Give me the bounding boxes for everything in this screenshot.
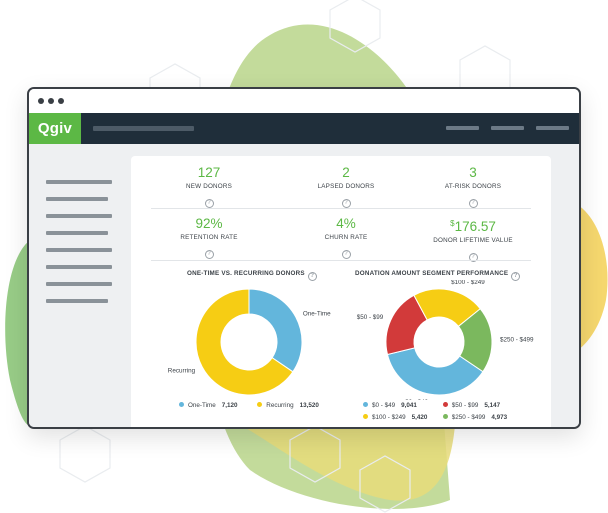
nav-link-1[interactable] xyxy=(446,126,479,130)
legend-value: 5,147 xyxy=(484,402,501,409)
help-icon[interactable]: ? xyxy=(204,199,214,208)
legend-swatch xyxy=(442,402,448,407)
metric-lapsed-donors: 2 LAPSED DONORS ? xyxy=(276,165,416,209)
legend-label: $100 - $249 xyxy=(372,414,406,421)
legend-item-0-49[interactable]: $0 - $49 9,041 xyxy=(363,400,437,412)
legend-value: 4,973 xyxy=(491,414,508,421)
donut-chart-donation-segments: $0 - $49 $50 - $99 $100 - $249 $250 - $499 xyxy=(357,280,534,400)
slice-label: $0 - $49 xyxy=(405,399,429,400)
chart-title-donation-segments: DONATION AMOUNT SEGMENT PERFORMANCE? xyxy=(355,270,521,281)
window-dot-icon[interactable] xyxy=(48,98,54,104)
help-icon[interactable]: ? xyxy=(341,250,351,259)
yellow-right-blob-shape xyxy=(578,205,608,350)
slice-label: $250 - $499 xyxy=(500,336,534,343)
slice-label: $50 - $99 xyxy=(357,314,384,321)
legend-item-250-499[interactable]: $250 - $499 4,973 xyxy=(442,412,508,424)
help-icon[interactable]: ? xyxy=(468,199,478,208)
top-navbar: Qgiv xyxy=(29,113,579,144)
sidebar-item[interactable] xyxy=(46,282,112,286)
help-icon[interactable]: ? xyxy=(511,272,521,281)
chart-title-one-time-vs-recurring: ONE-TIME VS. RECURRING DONORS? xyxy=(187,270,317,281)
metric-label: DONOR LIFETIME VALUE xyxy=(433,237,513,244)
metric-retention-rate: 92% RETENTION RATE ? xyxy=(139,216,279,260)
sidebar-item[interactable] xyxy=(46,197,108,201)
metric-new-donors: 127 NEW DONORS ? xyxy=(139,165,279,209)
main-content: 127 NEW DONORS ? 2 LAPSED DONORS ? 3 AT-… xyxy=(29,144,579,427)
legend-swatch xyxy=(363,414,368,419)
metric-label: RETENTION RATE xyxy=(180,234,238,241)
sidebar-item[interactable] xyxy=(46,180,112,184)
legend-label: $250 - $499 xyxy=(451,414,486,421)
legend-label: Recurring xyxy=(266,402,294,409)
legend-item-recurring[interactable]: Recurring 13,520 xyxy=(257,402,319,409)
legend-value: 9,041 xyxy=(401,402,417,409)
metrics-divider xyxy=(151,208,531,209)
help-icon[interactable]: ? xyxy=(468,253,478,262)
nav-link-2[interactable] xyxy=(491,126,524,130)
legend-value: 13,520 xyxy=(299,402,319,409)
metric-label: LAPSED DONORS xyxy=(317,183,375,190)
slice-label: One-Time xyxy=(303,310,331,317)
nav-search-placeholder[interactable] xyxy=(93,126,194,131)
legend-label: One-Time xyxy=(188,402,216,409)
legend-swatch xyxy=(363,402,368,407)
slice-label: Recurring xyxy=(168,368,196,375)
dashboard-panel: 127 NEW DONORS ? 2 LAPSED DONORS ? 3 AT-… xyxy=(131,156,551,427)
metric-label: AT-RISK DONORS xyxy=(444,183,502,190)
donut-slice-recurring[interactable] xyxy=(195,288,294,396)
metric-value: 3 xyxy=(469,165,477,180)
donut-slice-0-49[interactable] xyxy=(386,347,484,396)
metric-value: 2 xyxy=(342,165,350,180)
slice-label: $100 - $249 xyxy=(451,280,485,286)
legend-value: 5,420 xyxy=(411,414,428,421)
legend-swatch xyxy=(179,402,184,407)
currency-symbol: $ xyxy=(450,219,455,228)
browser-window: Qgiv 127 NEW DONORS ? 2 LAPSED DONORS ? xyxy=(27,87,581,429)
yellow-bottom-blob-shape xyxy=(240,425,455,501)
metric-value: $176.57 xyxy=(403,216,543,235)
help-icon[interactable]: ? xyxy=(204,250,214,259)
help-icon[interactable]: ? xyxy=(341,199,351,208)
metric-value: 92% xyxy=(195,216,223,231)
help-icon[interactable]: ? xyxy=(307,272,317,281)
sidebar-item[interactable] xyxy=(46,231,108,235)
window-dot-icon[interactable] xyxy=(58,98,64,104)
chart-title-text: DONATION AMOUNT SEGMENT PERFORMANCE xyxy=(355,270,509,277)
metric-value: 127 xyxy=(197,165,221,180)
legend-label: $0 - $49 xyxy=(372,402,396,409)
qgiv-logo[interactable]: Qgiv xyxy=(29,113,81,144)
legend-donation-segments: $0 - $49 9,041 $50 - $99 5,147 $100 - $249… xyxy=(363,400,507,424)
metric-value: 4% xyxy=(336,216,356,231)
legend-item-one-time[interactable]: One-Time 7,120 xyxy=(179,402,238,409)
window-titlebar xyxy=(29,89,579,113)
nav-link-3[interactable] xyxy=(536,126,569,130)
charts-divider xyxy=(151,260,531,261)
donut-slice-250-499[interactable] xyxy=(457,308,493,373)
legend-value: 7,120 xyxy=(221,402,238,409)
sidebar-item[interactable] xyxy=(46,265,112,269)
donut-slice-one-time[interactable] xyxy=(248,288,303,373)
metric-at-risk-donors: 3 AT-RISK DONORS ? xyxy=(403,165,543,209)
metric-label: NEW DONORS xyxy=(185,183,233,190)
sidebar-item[interactable] xyxy=(46,248,112,252)
legend-item-50-99[interactable]: $50 - $99 5,147 xyxy=(442,400,501,412)
metric-donor-lifetime-value: $176.57 DONOR LIFETIME VALUE ? xyxy=(403,216,543,263)
legend-swatch xyxy=(442,414,448,419)
metric-churn-rate: 4% CHURN RATE ? xyxy=(276,216,416,260)
legend-swatch xyxy=(257,402,263,407)
legend-label: $50 - $99 xyxy=(451,402,479,409)
chart-title-text: ONE-TIME VS. RECURRING DONORS xyxy=(187,270,305,277)
donut-chart-one-time-recurring: One-Time Recurring xyxy=(168,288,331,396)
sidebar-item[interactable] xyxy=(46,299,108,303)
legend-item-100-249[interactable]: $100 - $249 5,420 xyxy=(363,412,437,424)
sidebar-item[interactable] xyxy=(46,214,112,218)
legend-one-time-recurring: One-Time 7,120 Recurring 13,520 xyxy=(179,402,319,409)
window-dot-icon[interactable] xyxy=(38,98,44,104)
metric-number: 176.57 xyxy=(454,219,496,234)
metric-label: CHURN RATE xyxy=(324,234,368,241)
